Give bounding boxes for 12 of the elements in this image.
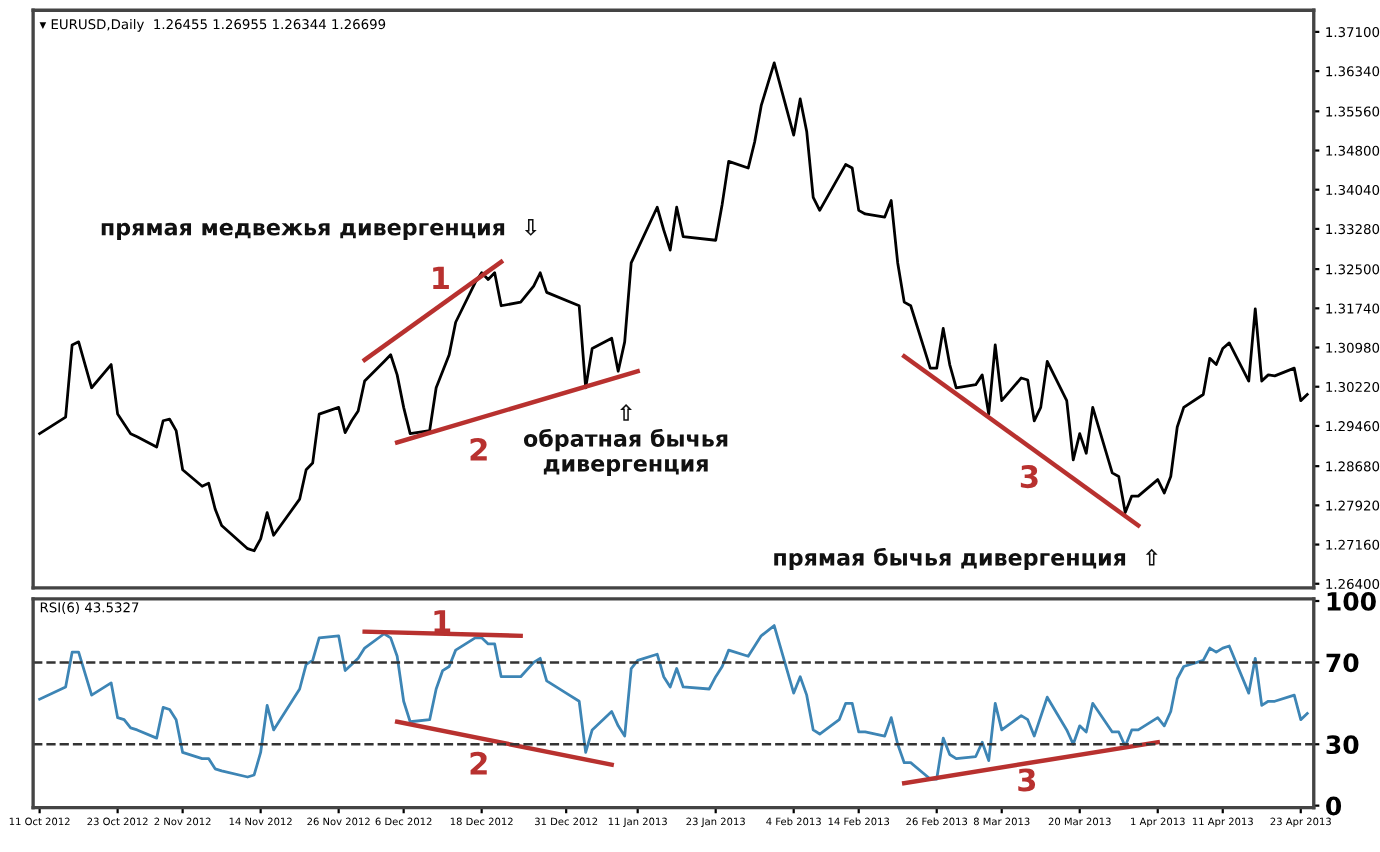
y-tick-label: 30	[1326, 735, 1359, 755]
y-tick-label: 0	[1326, 796, 1342, 816]
annotation: прямая бычья дивергенция ⇧	[774, 547, 1158, 571]
annotation: 1	[433, 266, 449, 289]
annotation: 3	[1020, 465, 1038, 489]
annotation: ⇧ обратная бычья дивергенция	[523, 404, 728, 477]
y-tick-label: 100	[1327, 591, 1376, 611]
annotation: 2	[470, 437, 487, 461]
annotation: 3	[1018, 768, 1036, 792]
annotation: 2	[470, 751, 487, 775]
y-tick-label: 70	[1326, 653, 1359, 673]
annotation: прямая медвежья дивергенция ⇩	[101, 219, 537, 240]
